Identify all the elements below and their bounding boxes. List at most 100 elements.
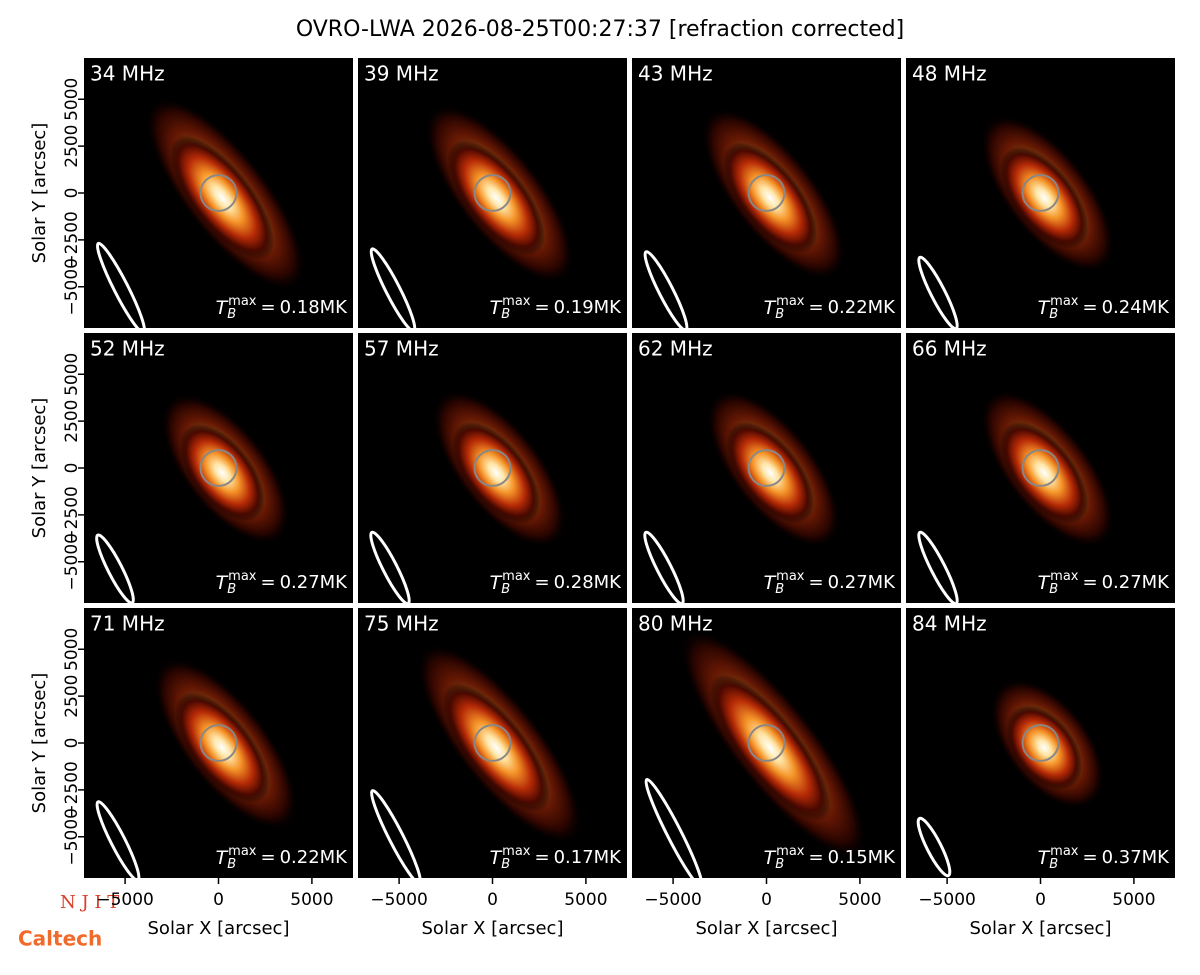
beam <box>643 530 685 603</box>
tb-sup: max <box>776 569 805 584</box>
tb-value: 0.22MK <box>280 847 349 868</box>
tb-value: 0.22MK <box>828 297 897 318</box>
tb-value: 0.17MK <box>554 847 623 868</box>
solar-disk <box>747 724 786 762</box>
tb-max-label: TBmax = 0.28MK <box>490 569 623 597</box>
emission-core <box>1000 146 1089 249</box>
panel <box>906 608 1175 878</box>
y-tick-label: 5000 <box>62 628 82 671</box>
x-tick-label: 5000 <box>1112 890 1155 910</box>
panel <box>358 608 627 878</box>
panel-title: 43 MHz <box>638 62 713 86</box>
tb-equals: = <box>808 847 823 868</box>
tb-max-label: TBmax = 0.22MK <box>764 294 897 322</box>
solar-disk <box>1021 724 1060 762</box>
y-tick-label: −2500 <box>62 486 82 544</box>
tb-max-label: TBmax = 0.22MK <box>216 844 349 872</box>
tb-symbol: T <box>764 572 777 594</box>
x-tick-label: 0 <box>1035 890 1046 910</box>
panel-title: 62 MHz <box>638 337 713 361</box>
x-tick-label: −5000 <box>644 890 702 910</box>
emission-core <box>1000 421 1089 524</box>
tb-max-label: TBmax = 0.24MK <box>1038 294 1171 322</box>
tb-symbol: T <box>764 297 777 319</box>
y-tick-label: 5000 <box>62 353 82 396</box>
y-tick-label: −5000 <box>62 808 82 866</box>
tb-value: 0.37MK <box>1102 847 1171 868</box>
tb-equals: = <box>260 847 275 868</box>
tb-equals: = <box>534 847 549 868</box>
panel <box>906 58 1175 328</box>
solar-disk <box>1021 449 1060 487</box>
beam <box>95 241 147 328</box>
emission-core <box>179 424 265 522</box>
panel-title: 34 MHz <box>90 62 165 86</box>
beam <box>917 530 959 603</box>
y-tick-label: 2500 <box>62 674 82 717</box>
panel-title: 66 MHz <box>912 337 987 361</box>
beam <box>370 789 422 878</box>
tb-max-label: TBmax = 0.19MK <box>490 294 623 322</box>
panel-title: 84 MHz <box>912 612 987 636</box>
emission-core <box>726 421 815 524</box>
tb-sup: max <box>228 294 257 309</box>
tb-max-label: TBmax = 0.17MK <box>490 844 623 872</box>
tb-max-label: TBmax = 0.27MK <box>764 569 897 597</box>
x-tick-label: −5000 <box>370 890 428 910</box>
panel <box>358 58 627 328</box>
tb-sub: B <box>1049 582 1058 597</box>
tb-symbol: T <box>764 847 777 869</box>
solar-disk <box>747 174 786 212</box>
beam <box>916 816 952 878</box>
panel-title: 48 MHz <box>912 62 987 86</box>
tb-symbol: T <box>1038 572 1051 594</box>
tb-sub: B <box>1049 307 1058 322</box>
x-tick-label: −5000 <box>96 890 154 910</box>
panel-title: 52 MHz <box>90 337 165 361</box>
beam <box>369 530 411 603</box>
tb-max-label: TBmax = 0.37MK <box>1038 844 1171 872</box>
logo-caltech: Caltech <box>18 927 102 951</box>
tb-equals: = <box>1082 297 1097 318</box>
tb-value: 0.19MK <box>554 297 623 318</box>
panel-title: 75 MHz <box>364 612 439 636</box>
tb-max-label: TBmax = 0.18MK <box>216 294 349 322</box>
tb-sub: B <box>775 582 784 597</box>
x-axis-label: Solar X [arcsec] <box>696 918 838 939</box>
tb-symbol: T <box>490 297 503 319</box>
y-tick-label: −2500 <box>62 761 82 819</box>
panel-title: 80 MHz <box>638 612 713 636</box>
tb-sup: max <box>1050 844 1079 859</box>
panel-title: 71 MHz <box>90 612 165 636</box>
tb-value: 0.18MK <box>280 297 349 318</box>
beam <box>95 800 141 878</box>
emission-core <box>447 140 545 256</box>
panel <box>84 58 353 328</box>
tb-sub: B <box>501 857 510 872</box>
tb-value: 0.27MK <box>828 572 897 593</box>
tb-value: 0.15MK <box>828 847 897 868</box>
y-tick-label: 2500 <box>62 399 82 442</box>
tb-symbol: T <box>216 297 229 319</box>
tb-sub: B <box>501 307 510 322</box>
y-tick-label: 0 <box>62 463 82 474</box>
tb-max-label: TBmax = 0.27MK <box>216 569 349 597</box>
tb-value: 0.27MK <box>1102 572 1171 593</box>
y-tick-label: 0 <box>62 188 82 199</box>
solar-disk <box>199 449 238 487</box>
tb-value: 0.28MK <box>554 572 623 593</box>
solar-disk <box>747 449 786 487</box>
panel-title: 39 MHz <box>364 62 439 86</box>
solar-disk <box>473 724 512 762</box>
emission-core <box>170 135 275 260</box>
beam <box>643 250 689 328</box>
y-tick-label: 2500 <box>62 124 82 167</box>
tb-equals: = <box>808 572 823 593</box>
tb-sub: B <box>227 582 236 597</box>
tb-symbol: T <box>1038 297 1051 319</box>
tb-max-label: TBmax = 0.15MK <box>764 844 897 872</box>
tb-equals: = <box>534 297 549 318</box>
tb-value: 0.24MK <box>1102 297 1171 318</box>
y-axis-label: Solar Y [arcsec] <box>29 123 50 264</box>
